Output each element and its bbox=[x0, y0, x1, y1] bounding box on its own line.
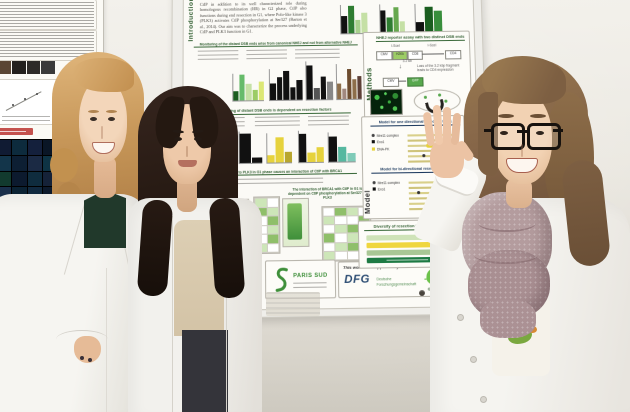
eye bbox=[194, 137, 202, 141]
glasses-left-lens bbox=[491, 123, 525, 150]
finger bbox=[443, 107, 451, 145]
eye bbox=[500, 131, 508, 135]
eyebrow bbox=[498, 114, 514, 118]
coat-button bbox=[457, 314, 464, 321]
scarf-crease bbox=[478, 214, 536, 232]
eye bbox=[90, 117, 97, 121]
left-poster-paragraph bbox=[0, 0, 97, 31]
finger bbox=[432, 104, 444, 146]
hair-curl bbox=[50, 148, 78, 182]
glasses-right-lens bbox=[527, 123, 561, 150]
glasses-temple bbox=[484, 129, 492, 132]
nose-shadow bbox=[521, 144, 523, 157]
coat-opening-edge bbox=[226, 216, 227, 412]
pointing-hand bbox=[418, 100, 476, 184]
hair-side-left bbox=[478, 92, 498, 176]
highlighted-heading bbox=[0, 128, 33, 135]
diagram-point bbox=[24, 98, 26, 100]
nail-polish-dot bbox=[80, 356, 84, 360]
wall-pin bbox=[419, 290, 425, 296]
coat-button bbox=[470, 356, 477, 363]
nose-shadow bbox=[186, 146, 188, 157]
diagram-point bbox=[36, 93, 38, 95]
researcher-center bbox=[0, 0, 300, 412]
caption-lines bbox=[2, 116, 50, 122]
glasses-temple bbox=[553, 129, 563, 132]
eye bbox=[108, 117, 115, 121]
microscopy-strip bbox=[0, 61, 55, 74]
scarf-drape bbox=[480, 300, 536, 338]
pocket-seam bbox=[56, 330, 108, 349]
text-lines bbox=[0, 2, 94, 28]
shirt-green bbox=[84, 190, 126, 248]
trousers-dark bbox=[182, 330, 228, 412]
glasses-bridge bbox=[517, 130, 529, 133]
coat-opening-edge bbox=[172, 216, 173, 412]
diagram-point bbox=[12, 104, 14, 106]
nose-shadow bbox=[101, 126, 103, 139]
heading-text-line bbox=[0, 131, 26, 132]
researcher-left bbox=[0, 0, 200, 412]
smiling-mouth bbox=[178, 160, 197, 167]
left-poster-paragraph bbox=[0, 29, 97, 61]
eye bbox=[174, 137, 182, 141]
text-lines bbox=[0, 32, 94, 58]
coat-button bbox=[480, 396, 487, 403]
hair-fringe bbox=[72, 58, 134, 92]
eyebrow bbox=[530, 114, 546, 118]
eye bbox=[536, 131, 544, 135]
nail-polish-dot bbox=[88, 358, 92, 362]
eyebrow bbox=[88, 110, 99, 113]
neck bbox=[94, 156, 116, 198]
eyebrow bbox=[106, 110, 117, 113]
scarf-crease bbox=[474, 246, 538, 264]
radiator-vent bbox=[266, 292, 320, 316]
